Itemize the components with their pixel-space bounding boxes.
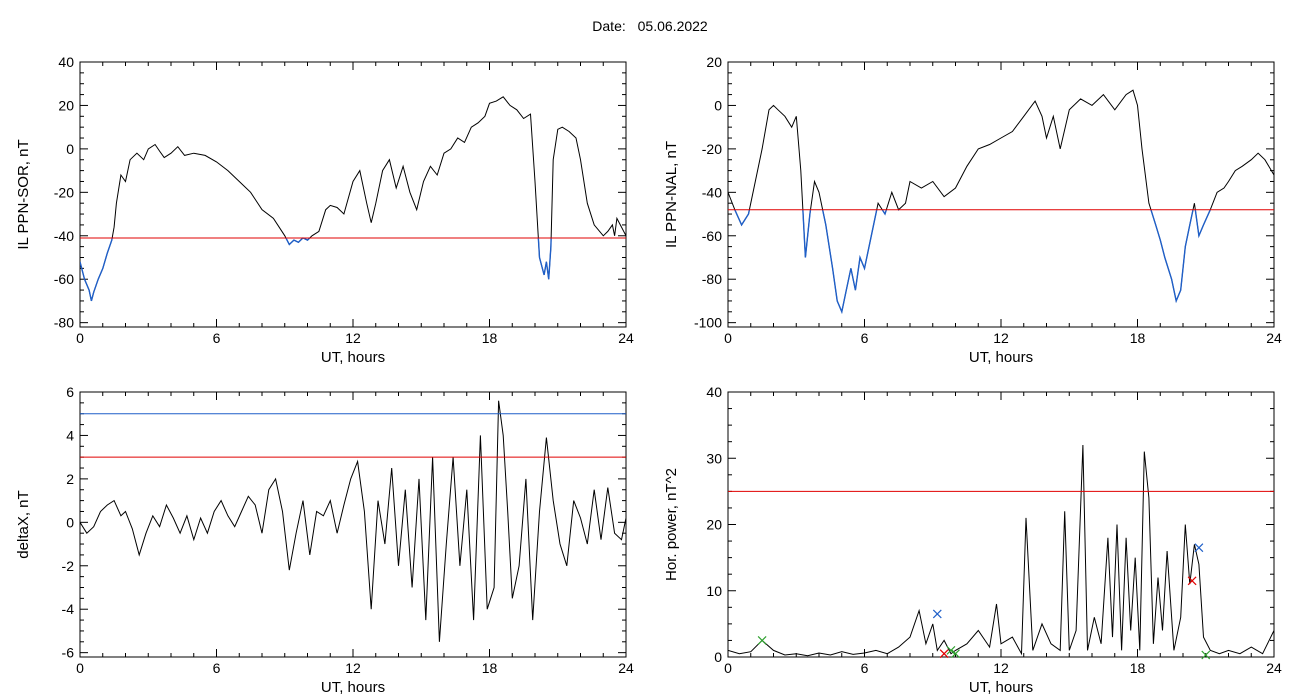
y-tick-label: 4: [66, 427, 74, 443]
y-tick-label: -20: [54, 184, 74, 200]
x-tick-label: 18: [1130, 660, 1146, 676]
marker-stroke: [1201, 650, 1211, 660]
y-tick-label: 20: [706, 54, 722, 70]
chart-hor-power: 0 6 12 18 24 0 10 20 30 40 UT, hours Hor. power, nT…: [663, 384, 1282, 696]
x-tick-label: 24: [618, 330, 634, 346]
y-tick-label: -2: [62, 558, 75, 574]
y-tick-label: -4: [62, 601, 75, 617]
x-tick-label: 6: [213, 660, 221, 676]
page-title: Date: 05.06.2022: [0, 18, 1300, 34]
y-tick-label: 40: [58, 54, 74, 70]
series-line: [80, 400, 626, 642]
plot-frame: [79, 391, 627, 658]
marker-stroke: [757, 636, 767, 645]
y-tick-label: 40: [706, 384, 722, 400]
series-line: [728, 89, 1274, 314]
marker-red: [1187, 576, 1197, 586]
x-tick-label: 0: [724, 660, 732, 676]
marker-stroke: [939, 649, 949, 659]
x-axis-label: UT, hours: [969, 349, 1033, 366]
y-tick-label: 20: [706, 517, 722, 533]
marker-red: [939, 649, 949, 659]
x-tick-label: 12: [345, 330, 361, 346]
plot-frame: [79, 61, 627, 328]
y-tick-label: 0: [714, 97, 722, 113]
marker-stroke: [946, 645, 956, 655]
y-tick-label: -60: [702, 228, 722, 244]
date-value: 05.06.2022: [637, 18, 708, 34]
marker-stroke: [1187, 576, 1197, 586]
y-tick-label: -40: [702, 184, 722, 200]
series-line-below-threshold: [80, 237, 552, 302]
y-tick-label: 2: [66, 471, 74, 487]
x-tick-label: 12: [993, 330, 1009, 346]
x-tick-label: 0: [724, 330, 732, 346]
x-tick-label: 24: [618, 660, 634, 676]
y-tick-label: 0: [714, 649, 722, 665]
x-tick-label: 6: [861, 330, 869, 346]
x-tick-label: 18: [482, 330, 498, 346]
marker-stroke: [932, 609, 942, 619]
marker-stroke: [1194, 543, 1204, 553]
marker-blue: [1194, 543, 1204, 553]
y-tick-label: 30: [706, 450, 722, 466]
y-tick-label: 0: [66, 514, 74, 530]
x-tick-label: 0: [76, 660, 84, 676]
chart-il-ppn-sor: 0 6 12 18 24 -80 -60 -40 -20 0 20 40 UT, hours IL PPN…: [15, 54, 634, 366]
y-tick-label: 0: [66, 141, 74, 157]
marker-green: [946, 645, 956, 655]
y-tick-label: -40: [54, 228, 74, 244]
marker-green: [1201, 650, 1211, 660]
plot-frame: [727, 61, 1275, 328]
x-tick-label: 18: [482, 660, 498, 676]
x-tick-label: 24: [1266, 330, 1282, 346]
y-axis-label: Hor. power, nT^2: [663, 468, 680, 581]
y-tick-label: 10: [706, 583, 722, 599]
x-tick-label: 18: [1130, 330, 1146, 346]
y-tick-label: -60: [54, 271, 74, 287]
x-tick-label: 12: [345, 660, 361, 676]
y-tick-label: -6: [62, 645, 75, 661]
y-tick-label: 6: [66, 384, 74, 400]
series-line-below-threshold: [734, 209, 1212, 315]
x-axis-label: UT, hours: [969, 679, 1033, 696]
y-tick-label: 20: [58, 97, 74, 113]
y-tick-label: -100: [694, 315, 722, 331]
x-tick-label: 24: [1266, 660, 1282, 676]
y-axis-label: IL PPN-SOR, nT: [15, 139, 32, 249]
chart-il-ppn-nal: 0 6 12 18 24 -100 -80 -60 -40 -20 0 20 UT, hours IL P…: [663, 54, 1282, 366]
marker-green: [757, 636, 767, 645]
x-axis-label: UT, hours: [321, 349, 385, 366]
series-line: [728, 444, 1274, 657]
series-line: [80, 96, 626, 302]
marker-stroke: [951, 649, 960, 659]
y-tick-label: -80: [702, 271, 722, 287]
y-tick-label: -20: [702, 141, 722, 157]
y-axis-label: deltaX, nT: [15, 490, 32, 558]
x-tick-label: 6: [213, 330, 221, 346]
y-tick-label: -80: [54, 315, 74, 331]
plot-frame: [727, 391, 1275, 658]
y-axis-label: IL PPN-NAL, nT: [663, 141, 680, 248]
x-tick-label: 0: [76, 330, 84, 346]
date-label: Date:: [592, 18, 626, 34]
x-axis-label: UT, hours: [321, 679, 385, 696]
x-tick-label: 6: [861, 660, 869, 676]
x-tick-label: 12: [993, 660, 1009, 676]
marker-blue: [932, 609, 942, 619]
marker-green: [951, 649, 960, 659]
